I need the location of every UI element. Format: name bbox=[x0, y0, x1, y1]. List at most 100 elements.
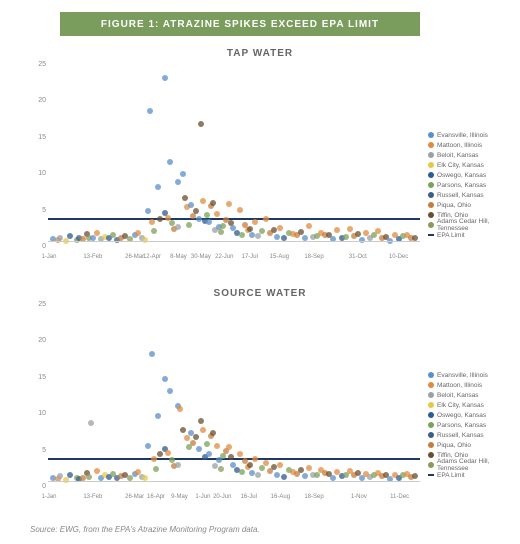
legend-swatch bbox=[428, 182, 434, 188]
data-point bbox=[334, 227, 340, 233]
x-tick: 31-Oct bbox=[349, 254, 367, 260]
data-point bbox=[67, 472, 73, 478]
legend-tap: Evansville, Illinois Mattoon, Illinois Bel… bbox=[428, 130, 516, 240]
legend-item: Oswego, Kansas bbox=[428, 410, 516, 420]
legend-swatch bbox=[428, 192, 434, 198]
chart-source-water: 05101520251-Jan13-Feb26-Mar16-Apr9-May1-… bbox=[30, 300, 420, 500]
data-point bbox=[57, 235, 63, 241]
data-point bbox=[274, 234, 280, 240]
x-tick: 26-Mar bbox=[125, 254, 144, 260]
data-point bbox=[237, 207, 243, 213]
legend-swatch bbox=[428, 222, 434, 228]
data-point bbox=[200, 198, 206, 204]
x-tick: 1-Jan bbox=[42, 254, 57, 260]
data-point bbox=[165, 450, 171, 456]
data-point bbox=[259, 465, 265, 471]
legend-swatch bbox=[428, 132, 434, 138]
legend-label: Oswego, Kansas bbox=[437, 172, 486, 179]
data-point bbox=[94, 230, 100, 236]
x-tick: 1-Jun bbox=[195, 494, 210, 500]
data-point bbox=[182, 195, 188, 201]
data-point bbox=[145, 208, 151, 214]
x-tick: 22-Jun bbox=[215, 254, 233, 260]
legend-item: Beloit, Kansas bbox=[428, 150, 516, 160]
data-point bbox=[167, 388, 173, 394]
data-point bbox=[186, 222, 192, 228]
legend-swatch bbox=[428, 162, 434, 168]
x-tick: 30-May bbox=[191, 254, 211, 260]
legend-item: Oswego, Kansas bbox=[428, 170, 516, 180]
data-point bbox=[157, 216, 163, 222]
chart-tap-water: 05101520251-Jan13-Feb26-Mar12-Apr8-May30… bbox=[30, 60, 420, 260]
legend-label: Beloit, Kansas bbox=[437, 152, 479, 159]
legend-swatch bbox=[428, 412, 434, 418]
data-point bbox=[94, 468, 100, 474]
data-point bbox=[412, 235, 418, 241]
data-point bbox=[88, 420, 94, 426]
legend-item: Russell, Kansas bbox=[428, 430, 516, 440]
data-point bbox=[86, 474, 92, 480]
x-axis-tap bbox=[48, 241, 420, 242]
legend-item: Evansville, Illinois bbox=[428, 370, 516, 380]
figure-title-bar: FIGURE 1: ATRAZINE SPIKES EXCEED EPA LIM… bbox=[60, 12, 420, 36]
x-tick: 17-Jul bbox=[242, 254, 258, 260]
x-tick: 12-Apr bbox=[143, 254, 161, 260]
data-point bbox=[330, 475, 336, 481]
x-tick: 10-Dec bbox=[389, 254, 408, 260]
x-tick: 20-Jun bbox=[213, 494, 231, 500]
legend-swatch-epa bbox=[428, 234, 434, 236]
y-tick: 10 bbox=[30, 410, 46, 417]
legend-swatch bbox=[428, 432, 434, 438]
legend-label: Mattoon, Illinois bbox=[437, 142, 482, 149]
data-point bbox=[255, 472, 261, 478]
x-tick: 13-Feb bbox=[83, 494, 102, 500]
legend-item: Russell, Kansas bbox=[428, 190, 516, 200]
data-point bbox=[220, 223, 226, 229]
x-tick: 9-May bbox=[171, 494, 188, 500]
data-point bbox=[210, 200, 216, 206]
data-point bbox=[188, 202, 194, 208]
data-point bbox=[252, 219, 258, 225]
data-point bbox=[277, 225, 283, 231]
data-point bbox=[157, 451, 163, 457]
data-point bbox=[180, 427, 186, 433]
legend-label: Elk City, Kansas bbox=[437, 402, 484, 409]
legend-item: Evansville, Illinois bbox=[428, 130, 516, 140]
data-point bbox=[204, 212, 210, 218]
data-point bbox=[177, 406, 183, 412]
legend-label: Evansville, Illinois bbox=[437, 132, 488, 139]
figure-container: FIGURE 1: ATRAZINE SPIKES EXCEED EPA LIM… bbox=[0, 0, 520, 544]
data-point bbox=[252, 456, 258, 462]
legend-item: Parsons, Kansas bbox=[428, 180, 516, 190]
x-tick: 16-Aug bbox=[271, 494, 290, 500]
legend-label: Parsons, Kansas bbox=[437, 182, 486, 189]
legend-label: Evansville, Illinois bbox=[437, 372, 488, 379]
legend-item: Parsons, Kansas bbox=[428, 420, 516, 430]
data-point bbox=[151, 456, 157, 462]
legend-label: Adams Cedar Hill, Tennessee bbox=[437, 458, 516, 472]
y-tick: 25 bbox=[30, 61, 46, 68]
x-tick: 26-Mar bbox=[125, 494, 144, 500]
legend-label: Mattoon, Illinois bbox=[437, 382, 482, 389]
data-point bbox=[153, 466, 159, 472]
plot-area-source bbox=[48, 300, 420, 482]
legend-label: Piqua, Ohio bbox=[437, 202, 471, 209]
data-point bbox=[228, 454, 234, 460]
x-tick: 15-Aug bbox=[270, 254, 289, 260]
legend-source: Evansville, IllinoisMattoon, IllinoisBel… bbox=[428, 370, 516, 480]
x-tick: 18-Sep bbox=[304, 494, 323, 500]
data-point bbox=[175, 179, 181, 185]
data-point bbox=[196, 216, 202, 222]
legend-swatch bbox=[428, 202, 434, 208]
data-point bbox=[162, 376, 168, 382]
data-point bbox=[212, 463, 218, 469]
x-tick: 8-May bbox=[170, 254, 187, 260]
legend-label: Oswego, Kansas bbox=[437, 412, 486, 419]
legend-swatch bbox=[428, 172, 434, 178]
y-tick: 20 bbox=[30, 337, 46, 344]
x-axis-source bbox=[48, 481, 420, 482]
legend-label: Russell, Kansas bbox=[437, 432, 484, 439]
data-point bbox=[259, 228, 265, 234]
data-point bbox=[237, 451, 243, 457]
data-point bbox=[57, 473, 63, 479]
